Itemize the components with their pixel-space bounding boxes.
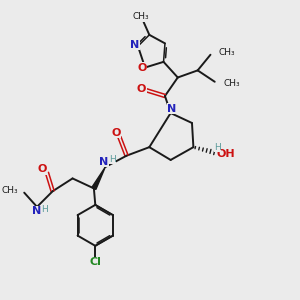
Text: Cl: Cl (89, 257, 101, 267)
Text: H: H (42, 205, 48, 214)
Text: N: N (130, 40, 140, 50)
Text: CH₃: CH₃ (1, 186, 18, 195)
Text: N: N (99, 157, 109, 167)
Text: OH: OH (217, 149, 236, 159)
Polygon shape (92, 167, 105, 190)
Text: O: O (137, 84, 146, 94)
Text: H: H (214, 143, 221, 152)
Text: O: O (37, 164, 46, 174)
Text: CH₃: CH₃ (218, 48, 235, 57)
Text: O: O (137, 62, 147, 73)
Text: N: N (32, 206, 41, 216)
Text: CH₃: CH₃ (133, 12, 149, 21)
Text: O: O (111, 128, 121, 138)
Text: CH₃: CH₃ (223, 79, 240, 88)
Text: H: H (109, 154, 116, 164)
Text: N: N (167, 104, 177, 114)
